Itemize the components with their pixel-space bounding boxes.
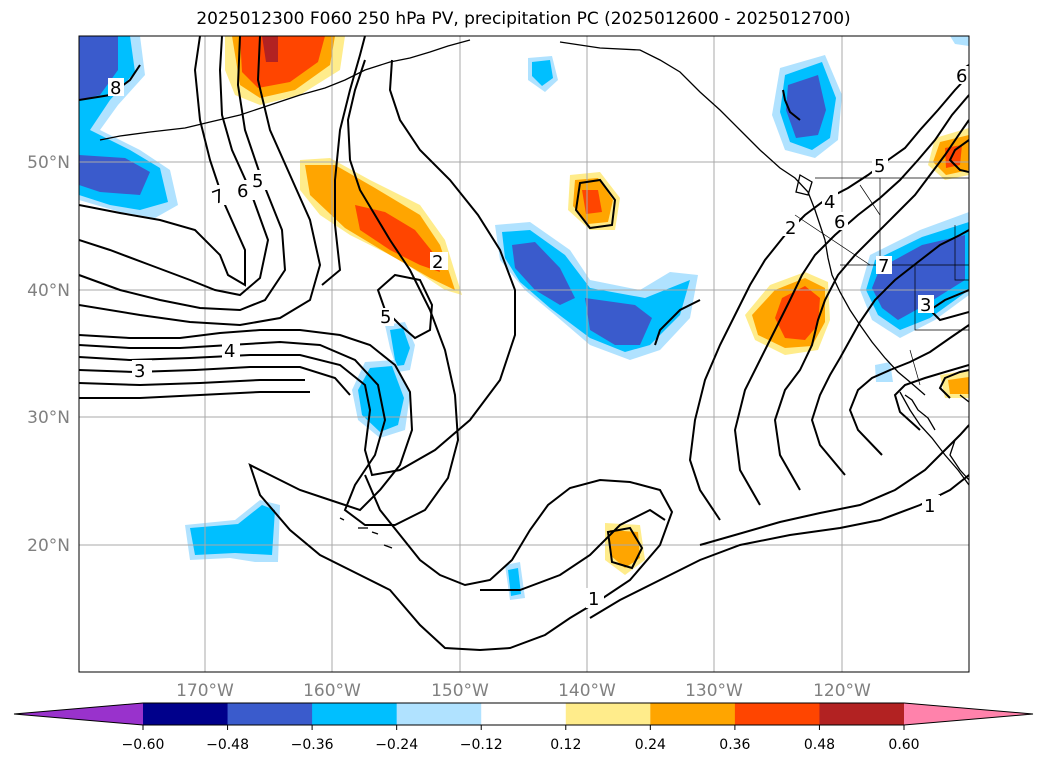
colorbar-segment [312,703,398,725]
colorbar-extend-low [14,703,143,725]
contour-label-coast-4: 4 [824,192,835,213]
contour-label-nw-8: 8 [110,78,121,99]
contour-label-w-3: 3 [134,361,145,382]
contour-label-nw-5: 5 [252,171,263,192]
contour-label-nw-6: 6 [237,181,248,202]
pv-contours [79,36,969,652]
contour-label-east-1: 1 [924,496,935,517]
contour-label-coast-2: 2 [785,218,796,239]
lon-label-140w: 140°W [558,681,616,701]
colorbar-extend-high [904,703,1033,725]
lon-label-160w: 160°W [303,681,361,701]
plot-frame [78,35,970,673]
contour-labels: 3 4 7 6 5 8 5 2 1 1 2 4 6 5 [108,66,969,610]
lon-label-170w: 170°W [176,681,234,701]
precip-shading [79,36,969,600]
colorbar-tick-label: −0.36 [291,737,334,753]
colorbar-tick-label: −0.12 [460,737,503,753]
coastlines [99,39,969,549]
contour-label-center-5: 5 [380,307,391,328]
colorbar: −0.60 −0.48 −0.36 −0.24 −0.12 0.12 0.24 0.36 0.4… [13,702,1034,753]
colorbar-tick-label: 0.12 [550,737,581,753]
colorbar-segment [565,703,651,725]
colorbar-segment [650,703,736,725]
colorbar-segments [14,703,1033,725]
map-title: 2025012300 F060 250 hPa PV, precipitatio… [196,9,851,29]
colorbar-tick-label: −0.24 [375,737,418,753]
lat-label-50n: 50°N [27,153,70,173]
lon-label-120w: 120°W [813,681,871,701]
colorbar-tick-label: 0.36 [719,737,750,753]
contour-label-coast-6: 6 [834,212,845,233]
lat-label-30n: 30°N [27,408,70,428]
lat-label-20n: 20°N [27,536,70,556]
colorbar-segment [227,703,313,725]
colorbar-tick-label: 0.60 [888,737,919,753]
contour-label-ne-6: 6 [956,66,967,87]
plot-area: 3 4 7 6 5 8 5 2 1 1 2 4 6 5 [79,36,969,672]
contour-label-coast-7: 7 [878,256,889,277]
contour-label-w-4: 4 [224,341,235,362]
colorbar-segment [143,703,229,725]
colorbar-segment [734,703,820,725]
contour-label-center-2: 2 [432,252,443,273]
contour-label-south-1: 1 [588,589,599,610]
colorbar-segment [819,703,905,725]
colorbar-tick-label: 0.48 [804,737,835,753]
colorbar-segment [481,703,567,725]
lon-label-150w: 150°W [431,681,489,701]
colorbar-ticks: −0.60 −0.48 −0.36 −0.24 −0.12 0.12 0.24 0.36 0.4… [122,725,920,753]
lon-label-130w: 130°W [685,681,743,701]
contour-label-coast-3: 3 [920,295,931,316]
colorbar-segment [396,703,482,725]
longitude-labels: 170°W 160°W 150°W 140°W 130°W 120°W [176,681,871,701]
colorbar-tick-label: 0.24 [635,737,666,753]
latitude-labels: 50°N 40°N 30°N 20°N [27,153,70,556]
contour-label-coast-5: 5 [874,156,885,177]
colorbar-tick-label: −0.60 [122,737,165,753]
lat-label-40n: 40°N [27,281,70,301]
colorbar-tick-label: −0.48 [206,737,249,753]
political-borders [794,177,969,386]
